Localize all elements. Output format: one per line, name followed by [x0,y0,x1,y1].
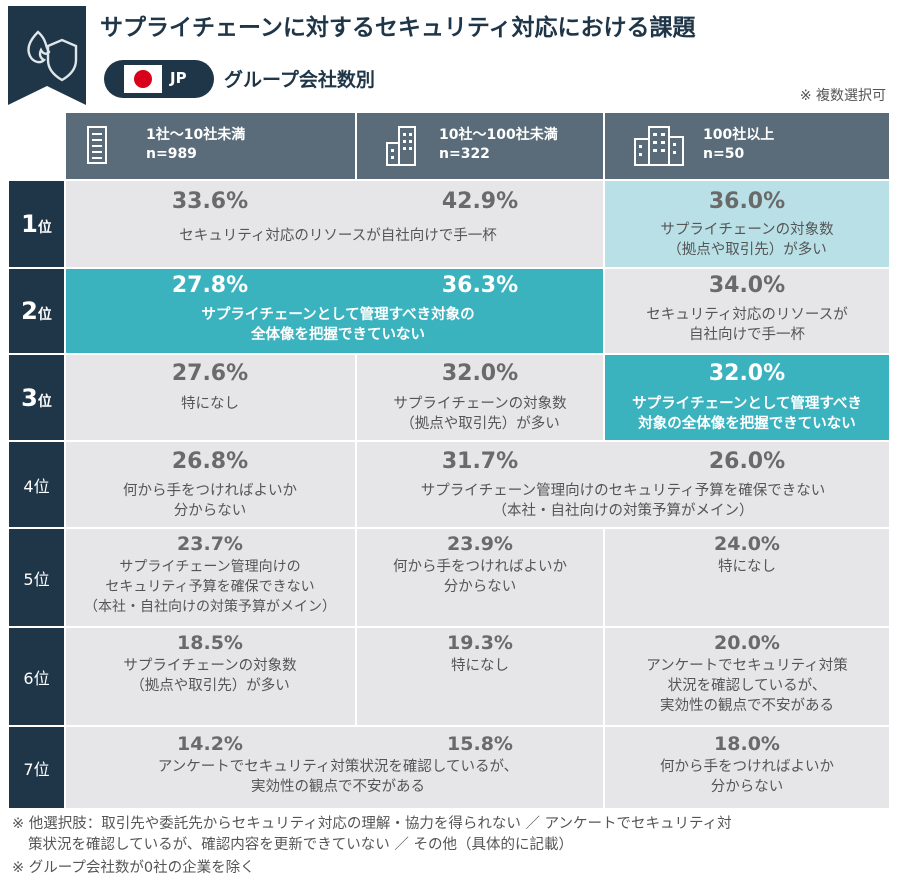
pct-r5-c1: 23.7% [177,533,243,555]
column-n: n=322 [439,146,490,162]
row4-cell-col1 [66,442,355,527]
pct-r3-c1: 27.6% [171,361,249,386]
desc-r4-c1: 何から手をつければよいか 分からない [123,483,297,519]
pct-r5-c3: 24.0% [714,533,780,555]
desc-r6-c1: サプライチェーンの対象数 （拠点や取引先）が多い [123,658,297,694]
desc-r4-merged: サプライチェーン管理向けのセキュリティ予算を確保できない （本社・自社向けの対策予… [420,483,826,519]
row4-cell-merged [357,442,889,527]
building-large-icon [634,126,684,166]
building-small-icon [87,126,107,164]
row5-cell-col1 [66,529,355,626]
desc-r6-c3: アンケートでセキュリティ対策 状況を確認しているが、 実効性の観点で不安がある [646,658,848,714]
row7-cell-merged [66,727,603,808]
desc-r3-c1: 特になし [181,396,239,412]
rank-label-6: 6位 [9,628,64,725]
column-n: n=50 [703,146,745,162]
desc-r7-c3: 何から手をつければよいか 分からない [660,759,834,795]
desc-r3-c3: サプライチェーンとして管理すべき 対象の全体像を把握できていない [632,396,862,432]
desc-r2-merged: サプライチェーンとして管理すべき対象の 全体像を把握できていない [201,307,475,343]
pct-r1-c3: 36.0% [708,189,786,214]
rank-label-4: 4位 [9,442,64,527]
pct-r2-c2: 36.3% [441,273,519,298]
pct-r6-c1: 18.5% [177,632,243,654]
pct-r2-c3: 34.0% [708,273,786,298]
country-code: JP [170,69,187,87]
desc-r3-c2: サプライチェーンの対象数 （拠点や取引先）が多い [393,396,567,432]
desc-r5-c3: 特になし [718,559,776,575]
pct-r5-c2: 23.9% [447,533,513,555]
pct-r2-c1: 27.8% [171,273,249,298]
row3-cell-col3 [605,355,889,440]
row5-cell-col3 [605,529,889,626]
column-header-medium: 10社～100社未満 n=322 [357,113,603,179]
pct-r7-c3: 18.0% [714,733,780,755]
row5-cell-col2 [357,529,603,626]
row6-cell-col2 [357,628,603,725]
rank-label-1: 1位 [9,181,64,267]
row2-cell-merged [66,269,603,353]
column-header-small: 1社～10社未満 n=989 [66,113,355,179]
desc-r5-c2: 何から手をつければよいか 分からない [393,559,567,595]
footnote-exclusion: ※ グループ会社数が0社の企業を除く [12,860,255,876]
desc-r1-merged: セキュリティ対応のリソースが自社向けで手一杯 [179,228,497,244]
rank-label-5: 5位 [9,529,64,626]
pct-r3-c3: 32.0% [708,361,786,386]
row1-cell-col3 [605,181,889,267]
security-badge-icon [8,6,86,105]
rank-label-7: 7位 [9,727,64,808]
pct-r1-c2: 42.9% [441,189,519,214]
subtitle: グループ会社数別 [224,69,375,91]
desc-r6-c2: 特になし [451,658,509,674]
pct-r7-c1: 14.2% [177,733,243,755]
pct-r7-c2: 15.8% [447,733,513,755]
column-n: n=989 [146,146,197,162]
desc-r5-c1: サプライチェーン管理向けの セキュリティ予算を確保できない （本社・自社向けの対策予… [84,559,336,615]
pct-r4-c2: 31.7% [441,449,519,474]
footnote-other-options: ※ 他選択肢：取引先や委託先からセキュリティ対応の理解・協力を得られない ／ ア… [12,816,732,853]
desc-r7-merged: アンケートでセキュリティ対策状況を確認しているが、 実効性の観点で不安がある [157,759,519,795]
pct-r3-c2: 32.0% [441,361,519,386]
pct-r6-c3: 20.0% [714,632,780,654]
row3-cell-col1 [66,355,355,440]
column-label: 1社～10社未満 [146,127,246,143]
column-header-large: 100社以上 n=50 [605,113,889,179]
japan-flag-icon [124,65,162,93]
rank-label-3: 3位 [9,355,64,440]
page-title: サプライチェーンに対するセキュリティ対応における課題 [100,15,696,41]
column-label: 100社以上 [703,127,775,143]
row6-cell-col1 [66,628,355,725]
pct-r4-c1: 26.8% [171,449,249,474]
desc-r2-c3: セキュリティ対応のリソースが 自社向けで手一杯 [646,307,848,343]
row7-cell-col3 [605,727,889,808]
pct-r1-c1: 33.6% [171,189,249,214]
multiple-choice-note: ※ 複数選択可 [799,88,886,104]
row1-cell-merged [66,181,603,267]
row3-cell-col2 [357,355,603,440]
pct-r4-c3: 26.0% [708,449,786,474]
rank-label-2: 2位 [9,269,64,353]
desc-r1-c3: サプライチェーンの対象数 （拠点や取引先）が多い [660,222,834,258]
building-medium-icon [386,126,416,166]
pct-r6-c2: 19.3% [447,632,513,654]
row2-cell-col3 [605,269,889,353]
row6-cell-col3 [605,628,889,725]
column-label: 10社～100社未満 [439,127,558,143]
